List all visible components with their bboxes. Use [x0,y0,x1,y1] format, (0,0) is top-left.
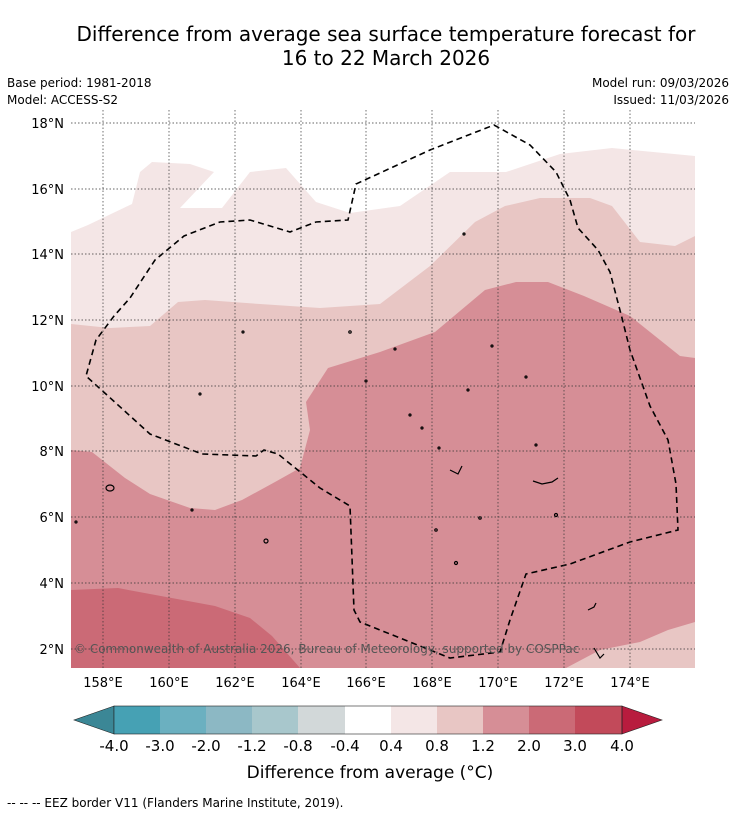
lon-tick-labels: 158°E 160°E 162°E 164°E 166°E 168°E 170°… [83,676,650,691]
eez-legend-note: -- -- -- EEZ border V11 (Flanders Marine… [7,796,344,810]
lon-label: 172°E [544,676,584,691]
colorbar-title: Difference from average (°C) [246,763,494,783]
colorbar-tick-label: -0.8 [283,737,312,755]
colorbar-frame [113,705,623,735]
map-title: Difference from average sea surface temp… [0,22,736,70]
lon-label: 158°E [83,676,123,691]
colorbar-tick-label: 3.0 [563,737,587,755]
colorbar-tick-label: 1.2 [471,737,495,755]
colorbar-min-extend [73,705,115,735]
band-1-2-to-2-0-region [71,282,695,668]
colorbar-tick-label: -1.2 [237,737,266,755]
colorbar-tick-label: 2.0 [517,737,541,755]
title-line-1: Difference from average sea surface temp… [76,22,696,46]
lon-label: 168°E [412,676,452,691]
model-run: Model run: 09/03/2026 [591,76,729,90]
lat-label: 16°N [31,183,64,198]
lon-label: 164°E [281,676,321,691]
meta-right: Model run: 09/03/2026 Issued: 11/03/2026 [592,75,729,109]
colorbar-segment [529,706,575,734]
colorbar-tick-label: -3.0 [145,737,174,755]
copyright-notice: © Commonwealth of Australia 2026, Bureau… [74,642,579,656]
lat-label: 4°N [40,577,65,592]
island-outlines [74,232,605,659]
colorbar: -4.0 -3.0 -2.0 -1.2 -0.8 -0.4 0.4 0.8 1.… [73,705,663,755]
colorbar-tick-label: -2.0 [191,737,220,755]
lat-label: 14°N [31,248,64,263]
lat-label: 2°N [40,643,65,658]
gridlines [71,110,695,668]
colorbar-segment [252,706,298,734]
sst-anomaly-map: © Commonwealth of Australia 2026, Bureau… [31,110,695,691]
base-period: Base period: 1981-2018 [7,76,152,90]
colorbar-tick-label: -4.0 [99,737,128,755]
lat-label: 6°N [40,511,65,526]
title-line-2: 16 to 22 March 2026 [281,46,491,70]
meta-left: Base period: 1981-2018 Model: ACCESS-S2 [7,75,152,109]
colorbar-tick-label: 0.4 [379,737,403,755]
colorbar-segment [437,706,483,734]
lat-label: 10°N [31,380,64,395]
lon-label: 162°E [215,676,255,691]
lat-label: 8°N [40,445,65,460]
colorbar-segment [298,706,345,734]
colorbar-segment [391,706,437,734]
model-name: Model: ACCESS-S2 [7,93,119,107]
lon-label: 174°E [610,676,650,691]
colorbar-tick-label: -0.4 [330,737,359,755]
lat-label: 12°N [31,314,64,329]
colorbar-segment [345,706,391,734]
colorbar-segment [575,706,622,734]
band-2-0-to-3-0-region [71,588,300,668]
colorbar-tick-label: 0.8 [425,737,449,755]
lat-tick-labels: 18°N 16°N 14°N 12°N 10°N 8°N 6°N 4°N 2°N [31,117,64,658]
lon-label: 160°E [149,676,189,691]
lon-label: 170°E [478,676,518,691]
colorbar-max-extend [621,705,663,735]
eez-border [85,124,679,659]
colorbar-segment [483,706,529,734]
colorbar-segment [114,706,160,734]
issued-date: Issued: 11/03/2026 [613,93,729,107]
lat-label: 18°N [31,117,64,132]
lon-label: 166°E [346,676,386,691]
colorbar-segment [160,706,206,734]
colorbar-tick-label: 4.0 [610,737,634,755]
upper-right-band-0-8-region [566,622,695,668]
colorbar-segment [206,706,252,734]
